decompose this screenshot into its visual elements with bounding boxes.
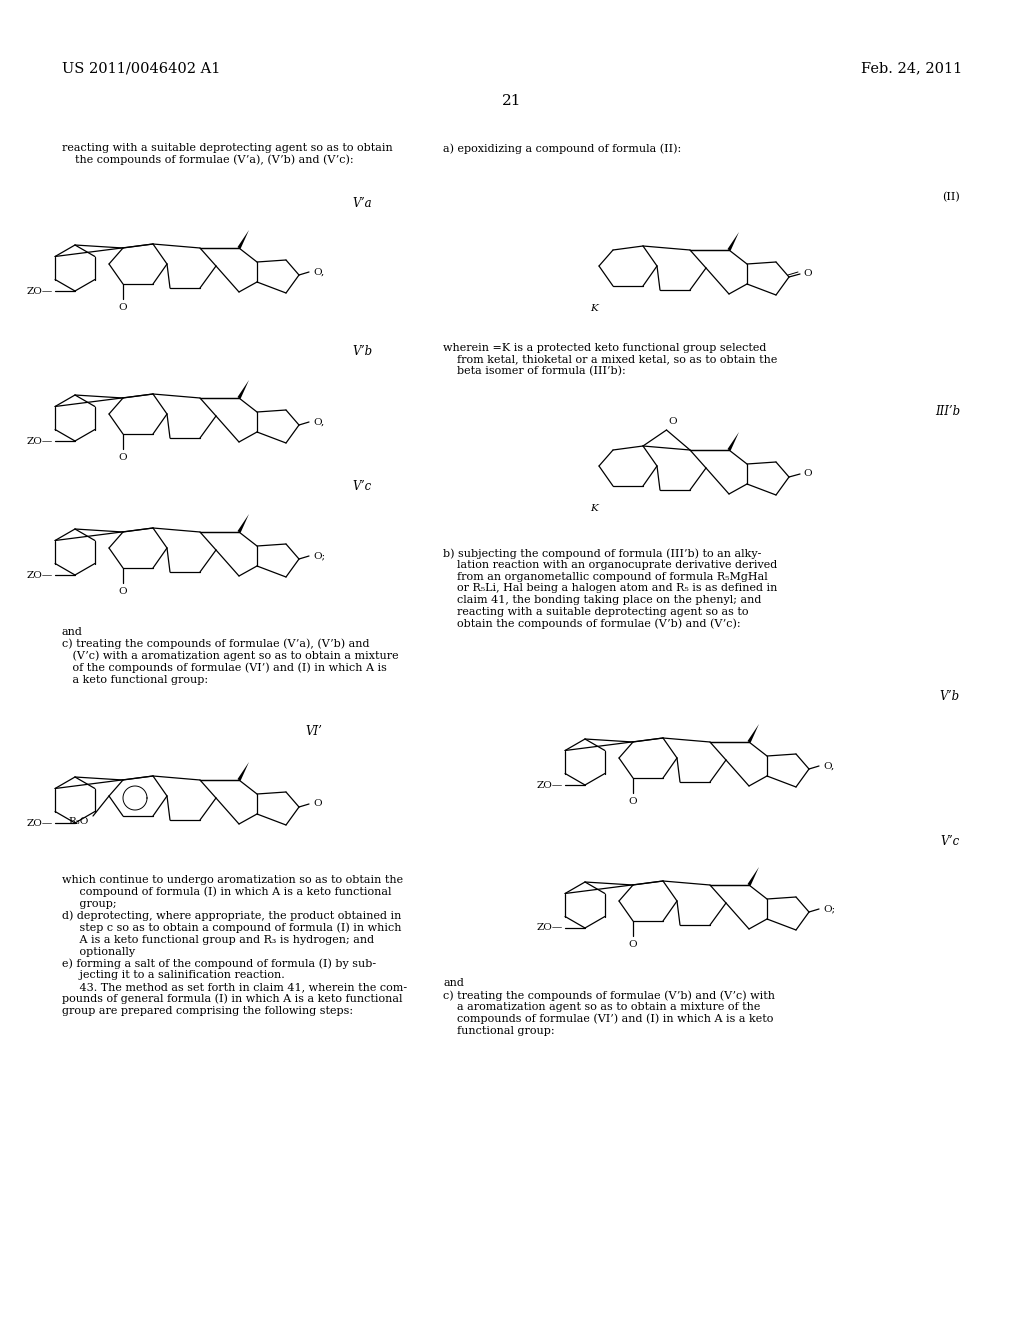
Text: K: K [590,304,598,313]
Text: which continue to undergo aromatization so as to obtain the
     compound of for: which continue to undergo aromatization … [62,875,408,1016]
Text: O: O [669,417,677,426]
Text: R₃O: R₃O [69,817,89,825]
Text: III’b: III’b [935,405,961,418]
Text: ZO—: ZO— [27,570,53,579]
Text: O;: O; [823,904,836,913]
Text: 21: 21 [502,94,522,108]
Text: US 2011/0046402 A1: US 2011/0046402 A1 [62,61,220,75]
Text: ZO—: ZO— [27,818,53,828]
Text: V’c: V’c [941,836,961,847]
Text: O: O [629,797,637,807]
Text: V’a: V’a [352,197,372,210]
Text: reacting with a suitable deprotecting agent so as to obtain: reacting with a suitable deprotecting ag… [62,143,393,153]
Text: (II): (II) [942,191,961,202]
Text: O: O [803,269,812,279]
Text: and: and [62,627,83,638]
Text: wherein =K is a protected keto functional group selected
    from ketal, thioket: wherein =K is a protected keto functiona… [443,343,777,376]
Polygon shape [727,232,739,251]
Text: V’b: V’b [352,345,372,358]
Polygon shape [238,513,249,533]
Text: a) epoxidizing a compound of formula (II):: a) epoxidizing a compound of formula (II… [443,143,681,153]
Text: ZO—: ZO— [537,780,563,789]
Text: b) subjecting the compound of formula (III’b) to an alky-
    lation reaction wi: b) subjecting the compound of formula (I… [443,548,777,628]
Text: V’c: V’c [352,480,372,492]
Text: and: and [443,978,464,987]
Text: O,: O, [823,762,835,771]
Text: ZO—: ZO— [27,437,53,446]
Text: V’b: V’b [940,690,961,704]
Polygon shape [238,230,249,249]
Text: Feb. 24, 2011: Feb. 24, 2011 [861,61,962,75]
Text: VI’: VI’ [305,725,322,738]
Polygon shape [238,762,249,781]
Polygon shape [727,432,739,451]
Text: O: O [119,587,127,597]
Text: O,: O, [313,417,325,426]
Polygon shape [238,380,249,399]
Text: O: O [119,304,127,312]
Text: O: O [119,453,127,462]
Text: O: O [313,800,322,808]
Text: K: K [590,504,598,513]
Text: O,: O, [313,268,325,276]
Text: c) treating the compounds of formulae (V’a), (V’b) and
   (V’c) with a aromatiza: c) treating the compounds of formulae (V… [62,638,398,685]
Text: ZO—: ZO— [537,924,563,932]
Text: c) treating the compounds of formulae (V’b) and (V’c) with
    a aromatization a: c) treating the compounds of formulae (V… [443,990,775,1036]
Text: the compounds of formulae (V’a), (V’b) and (V’c):: the compounds of formulae (V’a), (V’b) a… [75,154,353,165]
Polygon shape [748,867,759,886]
Text: ZO—: ZO— [27,286,53,296]
Text: O: O [803,470,812,479]
Polygon shape [748,723,759,743]
Text: O;: O; [313,552,326,561]
Text: O: O [629,940,637,949]
